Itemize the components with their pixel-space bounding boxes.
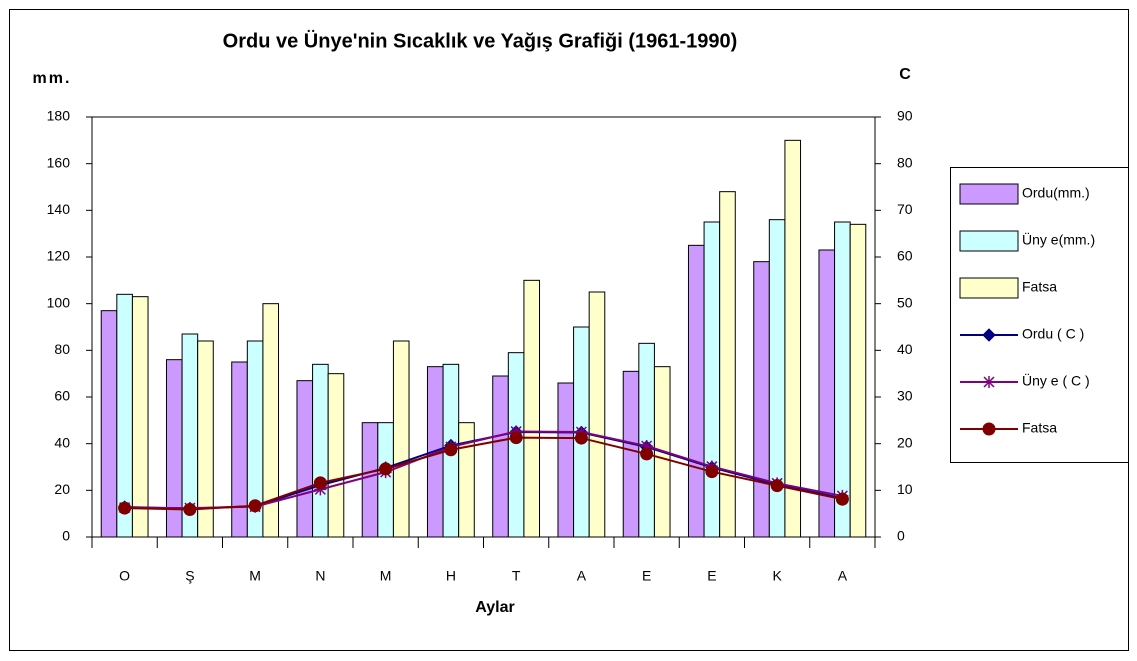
x-tick-label: E xyxy=(707,568,716,584)
y-tick-label: 0 xyxy=(62,528,70,544)
bar xyxy=(523,279,541,538)
y2-axis-label: C xyxy=(899,66,911,83)
y-tick-label: 160 xyxy=(47,154,71,170)
x-axis-label: Aylar xyxy=(475,599,514,616)
bar xyxy=(165,359,183,538)
point-marker xyxy=(640,440,653,452)
y-tick-label: 60 xyxy=(54,388,70,404)
point-marker xyxy=(248,499,262,513)
bar xyxy=(622,370,640,538)
point-marker xyxy=(574,431,588,445)
point-marker xyxy=(705,465,719,479)
bar xyxy=(361,422,379,538)
bar xyxy=(492,375,509,538)
bar xyxy=(687,244,705,538)
y2-tick-label: 50 xyxy=(897,294,913,310)
point-marker xyxy=(379,462,393,476)
bar xyxy=(849,223,867,538)
bar xyxy=(231,361,248,538)
bar xyxy=(458,422,475,538)
point-marker xyxy=(509,431,523,445)
bar xyxy=(131,296,149,538)
bar xyxy=(327,373,345,538)
x-tick-label: M xyxy=(380,568,392,584)
y-tick-label: 120 xyxy=(47,248,71,264)
bar xyxy=(557,382,575,538)
y-tick-label: 140 xyxy=(47,201,71,217)
bar xyxy=(100,310,118,538)
legend-marker xyxy=(982,422,996,436)
y2-tick-label: 10 xyxy=(897,481,913,497)
bar xyxy=(834,221,851,538)
point-marker xyxy=(118,501,132,515)
y2-tick-label: 80 xyxy=(897,154,913,170)
y-tick-label: 20 xyxy=(54,481,70,497)
x-tick-label: K xyxy=(772,568,782,584)
bar xyxy=(753,261,770,538)
legend-label: Fatsa xyxy=(1022,420,1057,436)
chart-title: Ordu ve Ünye'nin Sıcaklık ve Yağış Grafi… xyxy=(223,29,738,52)
legend-marker xyxy=(982,328,996,342)
bar xyxy=(392,340,410,538)
y-tick-label: 180 xyxy=(47,108,71,124)
x-tick-label: O xyxy=(119,568,130,584)
point-marker xyxy=(640,447,654,461)
x-tick-label: A xyxy=(577,568,587,584)
bar xyxy=(588,291,606,538)
legend-label: Üny e ( C ) xyxy=(1022,372,1090,389)
point-marker xyxy=(770,479,784,493)
bar xyxy=(784,139,802,538)
legend-label: Ordu ( C ) xyxy=(1022,326,1084,342)
x-tick-label: A xyxy=(838,568,848,584)
y2-tick-label: 70 xyxy=(897,201,913,217)
x-tick-label: M xyxy=(249,568,261,584)
point-marker xyxy=(314,483,327,496)
y2-tick-label: 30 xyxy=(897,388,913,404)
legend-label: Fatsa xyxy=(1022,279,1057,295)
y2-tick-label: 40 xyxy=(897,341,913,357)
y-axis-label: mm. xyxy=(33,70,72,87)
bar xyxy=(312,363,329,538)
x-tick-label: T xyxy=(512,568,521,584)
y2-tick-label: 20 xyxy=(897,434,913,450)
bar xyxy=(719,191,736,538)
x-tick-label: N xyxy=(315,568,325,584)
x-tick-label: E xyxy=(642,568,651,584)
legend-swatch xyxy=(959,183,1019,205)
y2-tick-label: 60 xyxy=(897,248,913,264)
bar xyxy=(296,380,314,538)
y-tick-label: 80 xyxy=(54,341,70,357)
y2-tick-label: 0 xyxy=(897,528,905,544)
chart-frame xyxy=(9,9,1129,651)
legend-swatch xyxy=(959,230,1019,252)
bar xyxy=(377,422,394,538)
y-tick-label: 40 xyxy=(54,434,70,450)
point-marker xyxy=(444,443,458,457)
bar xyxy=(507,352,525,538)
bar xyxy=(703,221,721,538)
legend-label: Ordu(mm.) xyxy=(1022,185,1090,201)
y-tick-label: 100 xyxy=(47,294,71,310)
legend-swatch xyxy=(959,277,1019,299)
bar xyxy=(262,303,280,538)
point-marker xyxy=(183,502,197,516)
x-tick-label: Ş xyxy=(185,568,194,584)
bar xyxy=(197,340,214,538)
x-tick-label: H xyxy=(446,568,456,584)
point-marker xyxy=(313,476,327,490)
line xyxy=(124,436,843,511)
legend xyxy=(950,167,1129,463)
legend-label: Üny e(mm.) xyxy=(1022,231,1095,248)
legend-marker xyxy=(983,376,995,388)
y2-tick-label: 90 xyxy=(897,108,913,124)
point-marker xyxy=(835,492,849,506)
